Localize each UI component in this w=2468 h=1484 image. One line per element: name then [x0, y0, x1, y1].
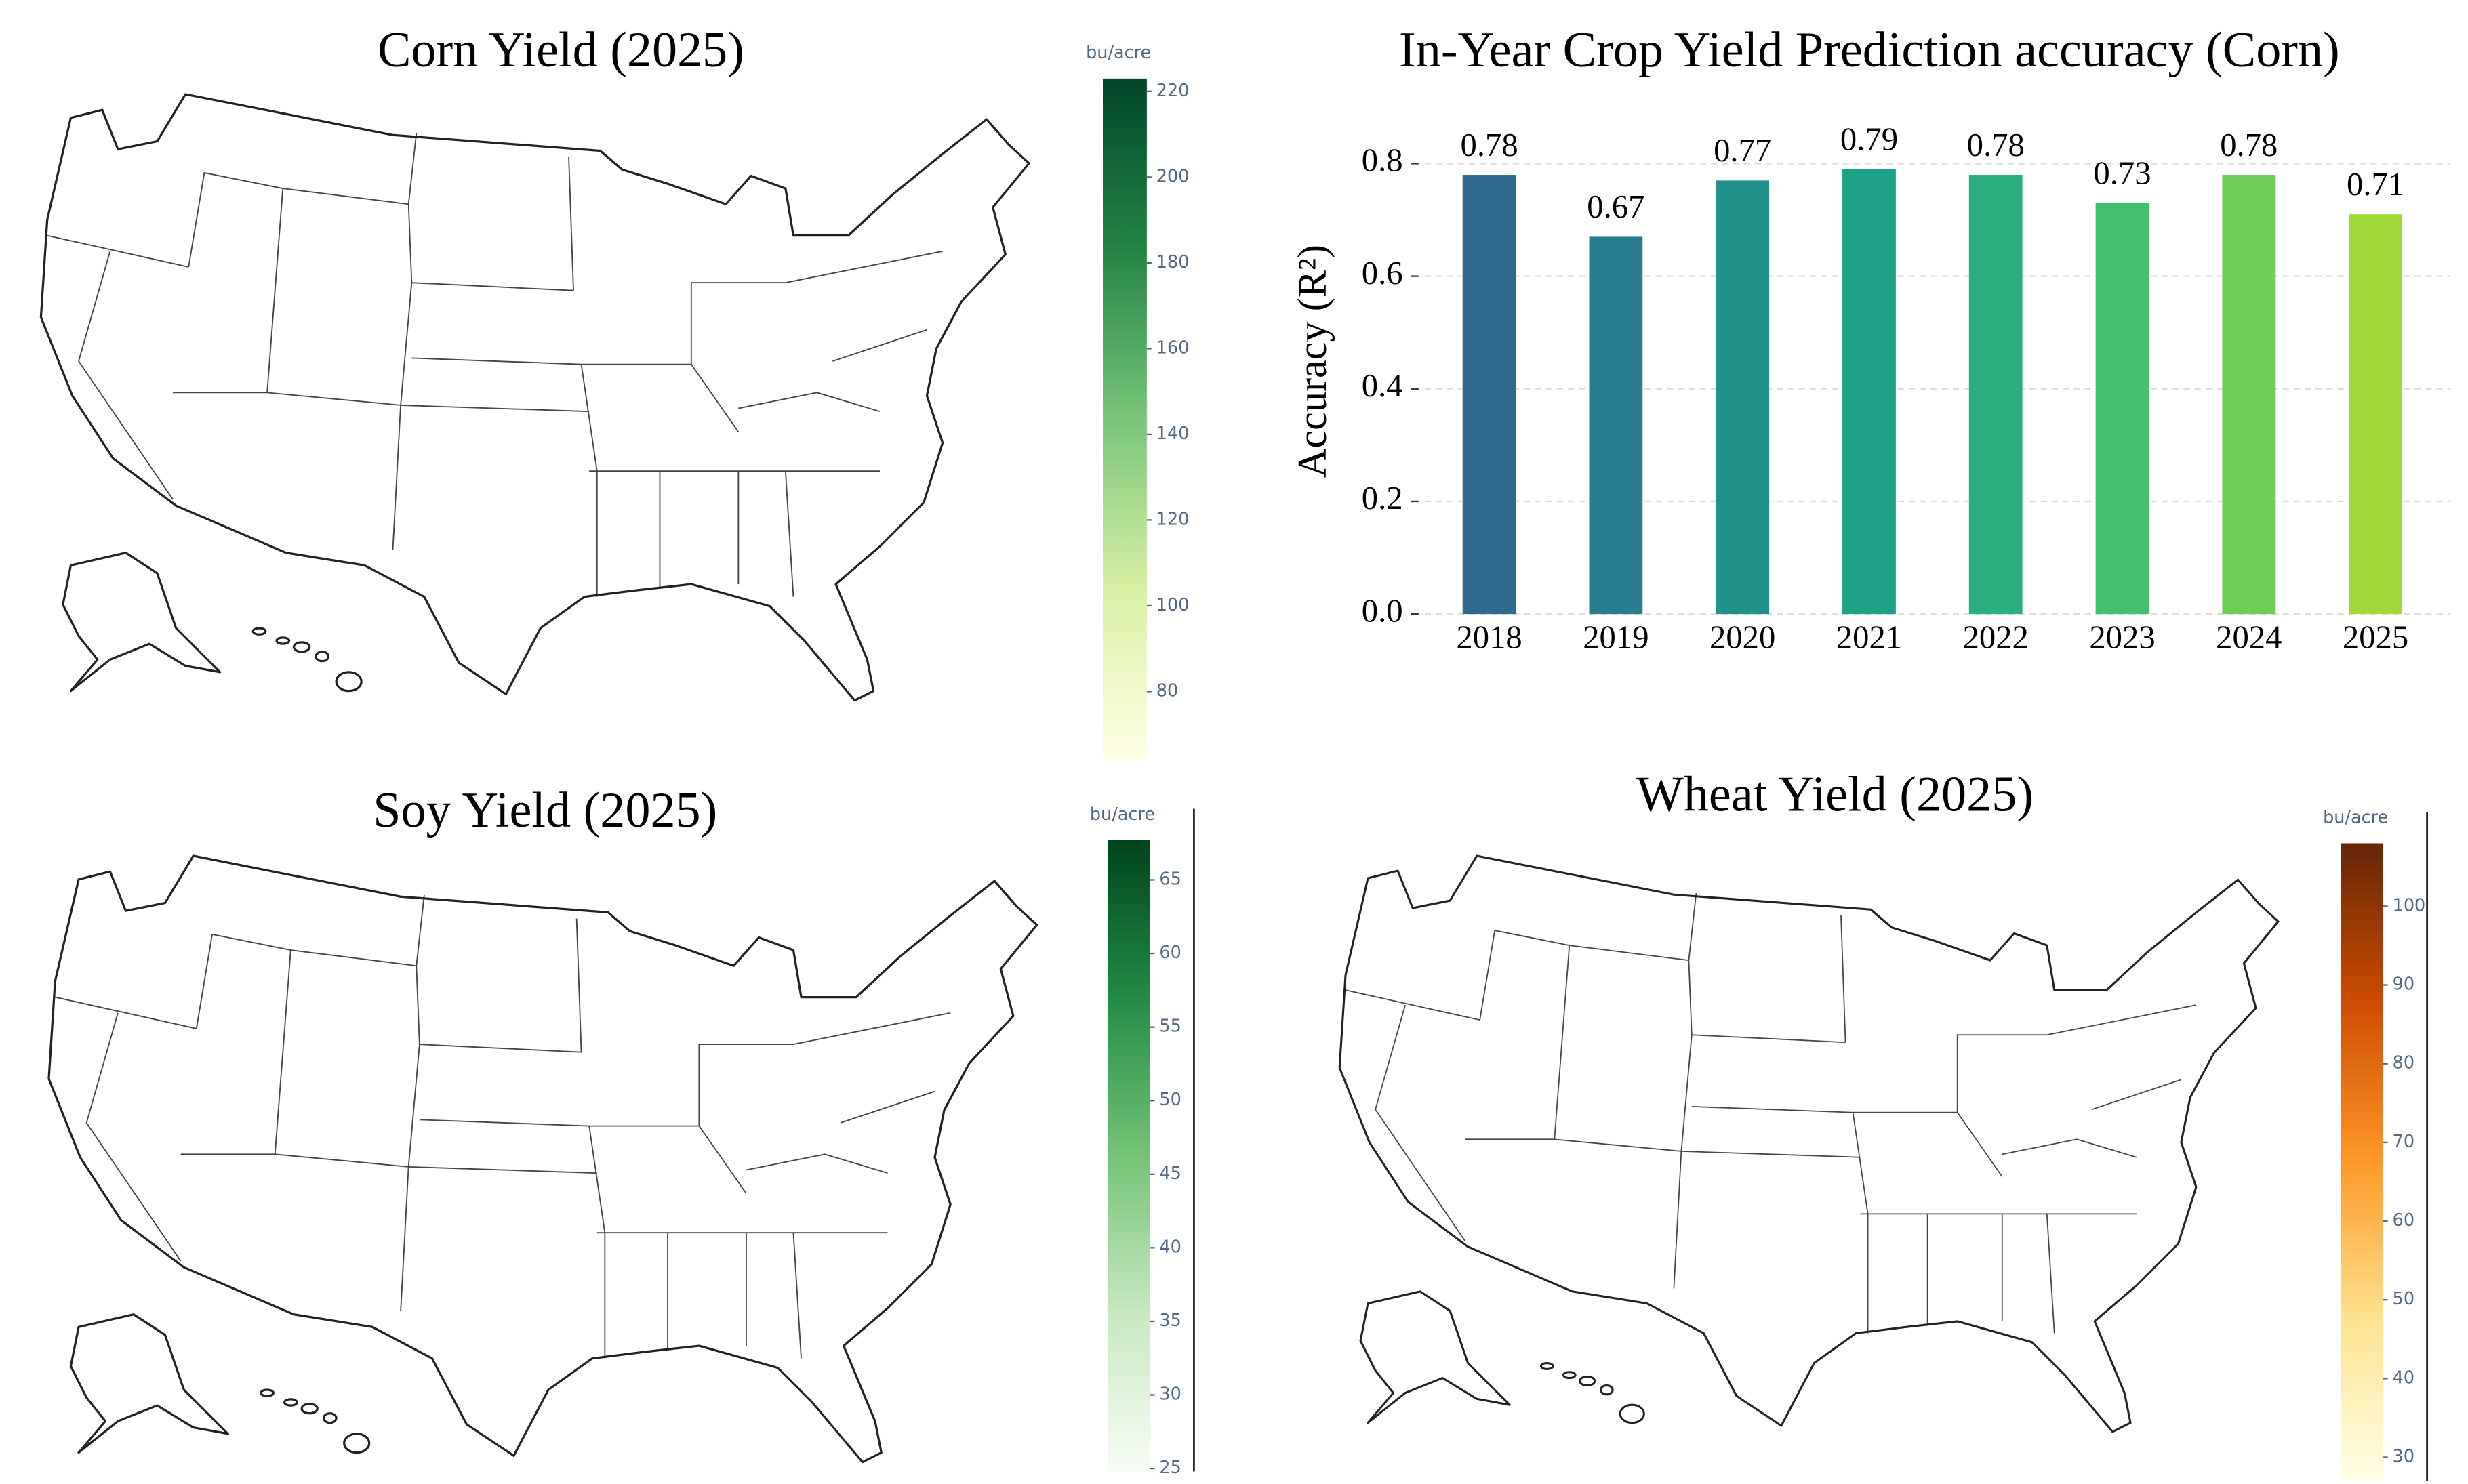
colorbar-tick-label: 35: [1159, 1311, 1181, 1331]
colorbar-tick-label: 160: [1156, 337, 1190, 358]
alaska-outline: [69, 1313, 229, 1454]
us-outline: [39, 93, 1030, 702]
chart-title: Soy Yield (2025): [373, 783, 717, 838]
bar-value-label: 0.78: [2220, 127, 2278, 163]
alaska-outline: [62, 552, 222, 693]
colorbar-tick-label: 220: [1156, 81, 1190, 101]
alaska-outline: [1359, 1290, 1511, 1424]
colorbar-tick-label: 100: [2393, 895, 2426, 915]
colorbar-tick-label: 45: [1159, 1163, 1181, 1184]
map: [39, 93, 1030, 702]
hawaii-island: [260, 1388, 275, 1397]
bar: [1462, 175, 1516, 615]
bar: [1589, 236, 1643, 615]
hawaii-island: [1579, 1375, 1596, 1387]
x-tick-label: 2024: [2216, 619, 2282, 656]
x-tick-label: 2019: [1583, 619, 1648, 656]
colorbar-tick-label: 40: [2393, 1367, 2414, 1388]
hawaii-island: [1539, 1362, 1554, 1370]
x-tick-label: 2021: [1836, 619, 1902, 656]
hawaii-island: [335, 671, 363, 693]
colorbar-tick-label: 90: [2393, 974, 2414, 995]
hawaii-island: [315, 651, 330, 663]
colorbar-tick-label: 40: [1159, 1237, 1181, 1257]
colorbar-tick-label: 25: [1159, 1458, 1181, 1478]
bar-value-label: 0.71: [2347, 166, 2404, 203]
colorbar: [1107, 840, 1150, 1472]
bar: [1968, 175, 2023, 615]
map: [1338, 854, 2280, 1433]
bar-value-label: 0.73: [2093, 154, 2151, 191]
hawaii-island: [300, 1403, 319, 1415]
x-tick-label: 2025: [2343, 619, 2408, 656]
bar: [1842, 169, 1896, 615]
hawaii-island: [251, 627, 267, 636]
chart-title: Corn Yield (2025): [378, 22, 744, 78]
hawaii-island: [322, 1412, 338, 1424]
bar: [2095, 203, 2149, 615]
hawaii-island: [1619, 1403, 1645, 1424]
hawaii-island: [1599, 1384, 1614, 1396]
colorbar-tick-label: 50: [2393, 1289, 2414, 1309]
colorbar-tick-label: 65: [1159, 869, 1181, 889]
colorbar-tick-label: 60: [1159, 943, 1181, 963]
bar: [2222, 175, 2276, 615]
bar-value-label: 0.79: [1840, 121, 1898, 157]
x-tick-label: 2022: [1963, 619, 2029, 656]
hawaii-island: [283, 1398, 298, 1407]
colorbar-tick-label: 200: [1156, 166, 1190, 186]
colorbar-tick-label: 180: [1156, 252, 1190, 272]
bar-value-label: 0.78: [1967, 127, 2025, 163]
colorbar-tick-label: 30: [1159, 1384, 1181, 1405]
colorbar-tick-label: 50: [1159, 1090, 1181, 1110]
state-borders: [47, 133, 943, 597]
us-outline: [47, 854, 1038, 1464]
hawaii-island: [343, 1433, 371, 1454]
colorbar: [2341, 843, 2383, 1481]
colorbar-tick-label: 120: [1156, 509, 1190, 529]
colorbar-tick-label: 80: [1156, 680, 1178, 701]
colorbar: [1102, 78, 1147, 760]
bar: [1716, 180, 1770, 615]
bar: [2349, 214, 2402, 615]
colorbar-tick-label: 55: [1159, 1016, 1181, 1037]
state-borders: [55, 894, 951, 1359]
state-borders: [1345, 892, 2197, 1334]
hawaii-island: [1562, 1371, 1577, 1380]
y-tick-label: 0.0: [1362, 592, 1403, 629]
chart-title: In-Year Crop Yield Prediction accuracy (…: [1399, 22, 2340, 78]
colorbar-title: bu/acre: [1086, 43, 1151, 63]
colorbar-tick-label: 100: [1156, 595, 1190, 615]
colorbar-title: bu/acre: [2323, 807, 2388, 827]
bar-value-label: 0.67: [1587, 188, 1644, 225]
chart-title: Wheat Yield (2025): [1636, 767, 2034, 823]
y-axis-label: Accuracy (R²): [1290, 245, 1335, 478]
y-tick-label: 0.6: [1362, 255, 1403, 291]
x-tick-label: 2020: [1710, 619, 1775, 656]
x-tick-label: 2023: [2089, 619, 2155, 656]
y-tick-label: 0.2: [1362, 480, 1403, 516]
colorbar-tick-label: 70: [2393, 1132, 2414, 1152]
bar-value-label: 0.78: [1461, 127, 1518, 163]
hawaii-island: [292, 641, 311, 653]
y-tick-label: 0.8: [1362, 142, 1403, 179]
bar-value-label: 0.77: [1714, 132, 1771, 169]
colorbar-tick-label: 140: [1156, 424, 1190, 444]
us-outline: [1338, 854, 2280, 1433]
colorbar-title: bu/acre: [1090, 804, 1155, 825]
hawaii-island: [275, 636, 291, 645]
x-tick-label: 2018: [1456, 619, 1522, 656]
colorbar-tick-label: 30: [2393, 1447, 2414, 1467]
colorbar-tick-label: 80: [2393, 1053, 2414, 1073]
map: [47, 854, 1038, 1464]
y-tick-label: 0.4: [1362, 367, 1403, 404]
colorbar-tick-label: 60: [2393, 1210, 2414, 1231]
